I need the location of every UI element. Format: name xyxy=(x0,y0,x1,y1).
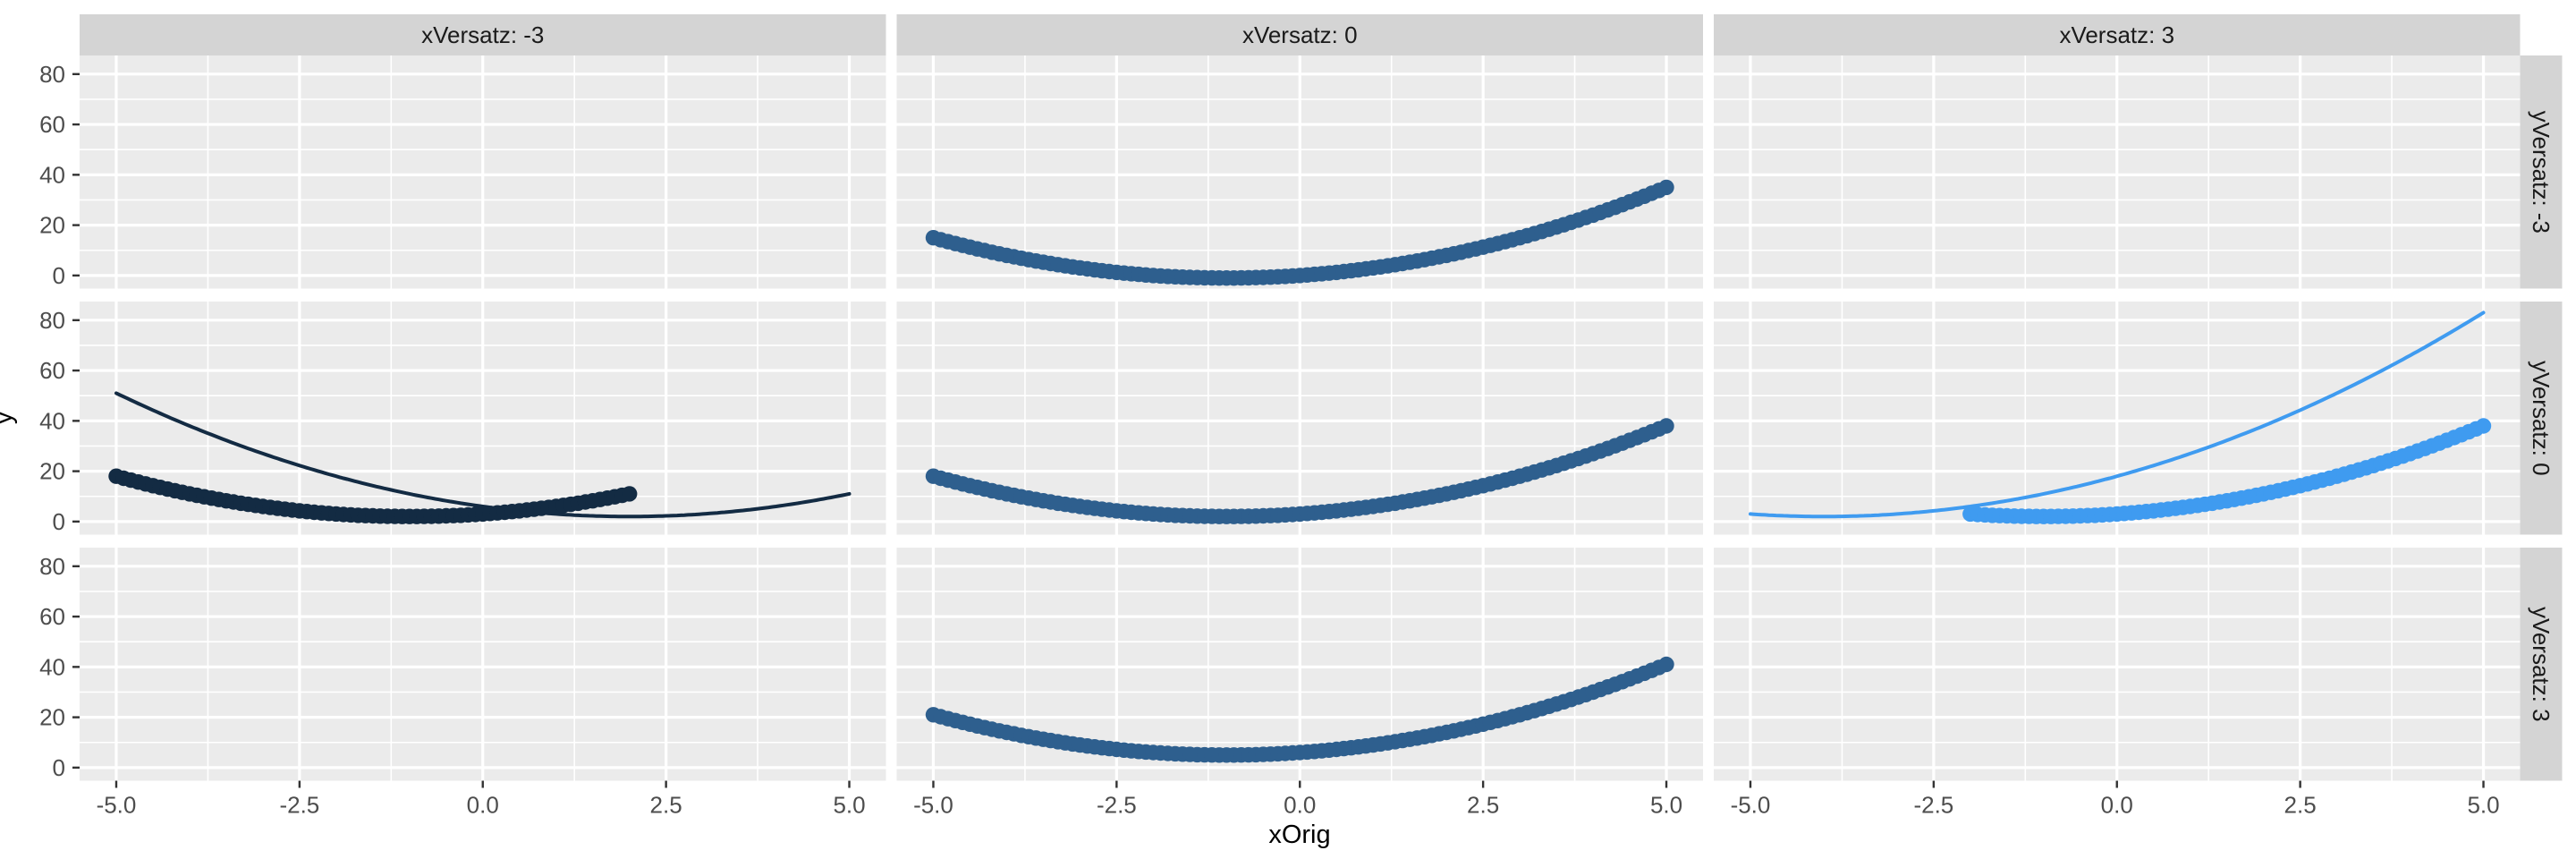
facet-panel-row0-col1 xyxy=(896,55,1703,289)
facet-strip-label-col: xVersatz: -3 xyxy=(421,21,544,48)
data-point xyxy=(1658,418,1674,434)
x-tick-label: 0.0 xyxy=(2101,792,2133,819)
points-series xyxy=(108,468,638,524)
y-tick-label: 80 xyxy=(39,553,65,580)
facet-panel-row2-col2 xyxy=(1714,548,2521,781)
axes-layer: -5.0 -2.5 0.0 2.5 5.0 -5.0 -2.5 0.0 2.5 5.0 -5.0 -2… xyxy=(39,61,2500,819)
points-series xyxy=(925,656,1674,763)
facet-strip-right xyxy=(2520,55,2563,289)
x-tick-label: 2.5 xyxy=(2284,792,2317,819)
facet-panel-row0-col0 xyxy=(80,55,886,289)
y-tick-label: 0 xyxy=(53,262,65,289)
points-series xyxy=(1962,418,2492,524)
x-tick-label: -5.0 xyxy=(97,792,137,819)
x-tick-label: 0.0 xyxy=(1284,792,1316,819)
points-series xyxy=(925,179,1674,286)
facet-strip-top xyxy=(80,14,886,55)
x-tick-label: 2.5 xyxy=(1467,792,1499,819)
facet-panel-row1-col0 xyxy=(80,302,886,535)
facet-strip-label-col: xVersatz: 3 xyxy=(2059,21,2174,48)
data-point xyxy=(2475,418,2492,434)
y-tick-label: 60 xyxy=(39,603,65,630)
y-tick-label: 20 xyxy=(39,212,65,239)
x-tick-label: -2.5 xyxy=(1913,792,1953,819)
facet-panel-row0-col2 xyxy=(1714,55,2521,289)
x-tick-label: 5.0 xyxy=(833,792,865,819)
data-point xyxy=(1658,179,1674,196)
line-series xyxy=(1749,310,2486,519)
y-tick-label: 40 xyxy=(39,653,65,680)
facet-strip-label-col: xVersatz: 0 xyxy=(1242,21,1358,48)
y-tick-label: 60 xyxy=(39,111,65,138)
x-tick-label: -2.5 xyxy=(1097,792,1137,819)
facet-strip-right xyxy=(2520,548,2563,781)
x-tick-label: -5.0 xyxy=(913,792,953,819)
facet-panel-row1-col1 xyxy=(896,302,1703,535)
points-series xyxy=(925,418,1674,524)
facet-strip-right xyxy=(2520,302,2563,535)
facet-strip-label-row: yVersatz: 0 xyxy=(2528,361,2555,476)
y-tick-label: 60 xyxy=(39,357,65,384)
x-tick-label: -2.5 xyxy=(279,792,319,819)
x-tick-label: 0.0 xyxy=(467,792,499,819)
facet-strips-layer: xVersatz: -3 xVersatz: 0 xVersatz: 3 yVersa… xyxy=(80,14,2563,781)
data-point xyxy=(622,486,638,502)
facet-panel-row1-col2 xyxy=(1714,302,2521,535)
y-tick-label: 40 xyxy=(39,161,65,188)
facet-strip-label-row: yVersatz: -3 xyxy=(2528,111,2555,234)
y-tick-label: 20 xyxy=(39,704,65,731)
y-tick-label: 80 xyxy=(39,61,65,88)
panels-layer xyxy=(80,55,2521,781)
facet-strip-label-row: yVersatz: 3 xyxy=(2528,607,2555,722)
facet-panel-row2-col0 xyxy=(80,548,886,781)
y-axis-title: y xyxy=(0,411,18,424)
x-tick-label: 5.0 xyxy=(2467,792,2499,819)
x-tick-label: -5.0 xyxy=(1731,792,1771,819)
data-point xyxy=(1658,656,1674,673)
x-tick-label: 2.5 xyxy=(650,792,682,819)
x-tick-label: 5.0 xyxy=(1650,792,1682,819)
y-tick-label: 0 xyxy=(53,508,65,535)
y-tick-label: 0 xyxy=(53,754,65,781)
facet-strip-top xyxy=(1714,14,2521,55)
x-axis-title: xOrig xyxy=(1268,821,1330,849)
y-tick-label: 40 xyxy=(39,407,65,434)
facet-strip-top xyxy=(896,14,1703,55)
facet-panel-row2-col1 xyxy=(896,548,1703,781)
y-tick-label: 20 xyxy=(39,458,65,485)
y-tick-label: 80 xyxy=(39,307,65,334)
